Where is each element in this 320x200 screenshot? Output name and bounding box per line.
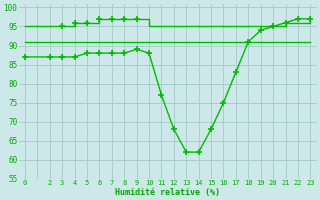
X-axis label: Humidité relative (%): Humidité relative (%)	[115, 188, 220, 197]
